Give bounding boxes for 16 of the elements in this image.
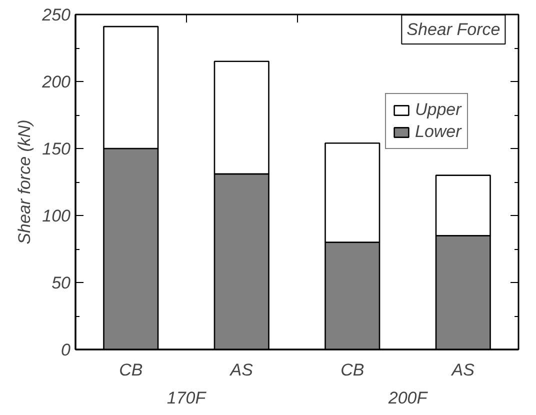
x-tick-label: AS	[450, 360, 476, 380]
x-tick-label: AS	[229, 360, 254, 380]
text: 170F	[166, 388, 208, 408]
y-tick-label: 50	[52, 274, 72, 292]
legend-label: Upper	[415, 100, 462, 120]
y-tick-label: 250	[41, 6, 72, 24]
legend-label: Lower	[415, 122, 462, 142]
y-tick-label: 150	[42, 140, 72, 158]
y-tick-label: 200	[41, 72, 72, 92]
y-tick-label: 100	[42, 206, 72, 226]
y-tick-label: 0	[61, 340, 72, 360]
x-tick-label: CB	[340, 360, 364, 380]
text: 200F	[387, 388, 429, 408]
chart-title: Shear Force	[406, 20, 500, 39]
y-axis-title: Shear force (kN)	[15, 120, 34, 244]
x-tick-label: CB	[119, 360, 143, 380]
